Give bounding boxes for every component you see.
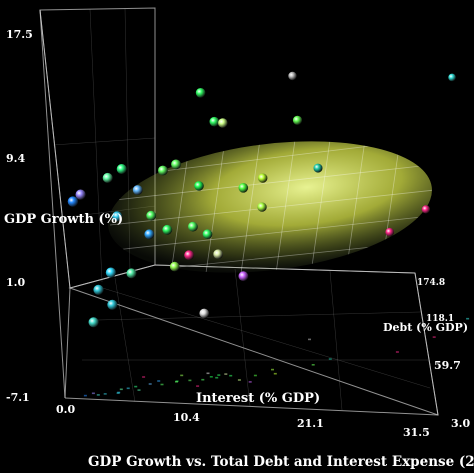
- data-point: [105, 267, 116, 278]
- data-point: [158, 165, 168, 176]
- floor-shadow: [328, 358, 332, 360]
- floor-shadow: [432, 336, 436, 338]
- y-tick: 17.5: [6, 28, 33, 41]
- data-point: [238, 183, 249, 193]
- data-point: [194, 181, 204, 191]
- z-tick: 3.0: [451, 417, 470, 430]
- data-point: [184, 250, 195, 261]
- floor-shadow: [273, 372, 277, 375]
- data-point: [102, 172, 113, 183]
- floor-shadow: [206, 372, 210, 375]
- data-point: [385, 227, 395, 237]
- floor-shadow: [237, 379, 241, 381]
- x-tick: 31.5: [403, 426, 430, 439]
- data-point: [238, 271, 249, 282]
- floor-shadow: [308, 338, 311, 341]
- chart-title: GDP Growth vs. Total Debt and Interest E…: [88, 454, 474, 470]
- floor-shadow: [134, 385, 138, 388]
- confidence-ellipsoid: [108, 139, 440, 281]
- data-point: [88, 317, 99, 328]
- y-axis-ticks: 17.5 9.4 1.0 -7.1: [6, 28, 33, 404]
- data-point: [169, 261, 180, 272]
- x-tick: 10.4: [173, 411, 200, 424]
- x-tick: 21.1: [297, 417, 324, 430]
- z-tick: 118.1: [426, 314, 454, 324]
- data-point: [257, 202, 267, 212]
- floor-shadow: [142, 376, 146, 378]
- data-point: [116, 164, 127, 174]
- data-point: [448, 73, 456, 82]
- data-point: [202, 229, 213, 239]
- z-axis-label: Debt (% GDP): [383, 321, 468, 334]
- y-tick: -7.1: [6, 391, 30, 404]
- floor-shadow: [157, 380, 161, 382]
- floor-shadow: [253, 374, 257, 377]
- y-tick: 9.4: [6, 152, 25, 165]
- floor-shadow: [466, 317, 470, 320]
- data-point: [195, 88, 206, 98]
- x-axis-label: Interest (% GDP): [196, 391, 320, 406]
- data-point: [67, 196, 79, 207]
- z-tick: 59.7: [434, 359, 461, 372]
- floor-shadow: [119, 388, 123, 391]
- data-point: [258, 173, 268, 183]
- floor-shadow: [196, 385, 200, 387]
- floor-shadow: [224, 373, 228, 375]
- data-point: [421, 205, 430, 214]
- floor-shadow: [180, 374, 184, 377]
- data-point: [112, 211, 123, 222]
- data-point: [292, 115, 303, 125]
- data-point: [213, 249, 223, 259]
- data-point: [93, 284, 104, 295]
- floor-shadow: [160, 383, 164, 386]
- z-axis-ticks: 3.0 59.7 118.1 174.8: [417, 278, 470, 430]
- data-point: [75, 189, 86, 200]
- floor-shadow: [96, 394, 100, 396]
- y-tick: 1.0: [6, 276, 25, 289]
- floor-shadow: [103, 393, 107, 395]
- floor-shadow: [175, 381, 178, 383]
- floor-shadow: [116, 392, 120, 394]
- y-axis-label: GDP Growth (%): [4, 212, 123, 227]
- data-point: [132, 185, 143, 195]
- data-point: [209, 116, 220, 127]
- z-tick: 174.8: [417, 278, 445, 288]
- floor-shadow: [188, 379, 192, 382]
- floor-shadow: [217, 374, 221, 376]
- floor-shadow: [137, 389, 141, 391]
- data-point: [107, 299, 118, 310]
- floor-shadow: [201, 378, 205, 381]
- data-point: [162, 224, 173, 235]
- floor-shadow: [229, 374, 233, 377]
- x-axis-ticks: 0.0 10.4 21.1 31.5: [56, 403, 430, 439]
- data-point: [171, 159, 181, 170]
- floor-shadow: [311, 364, 315, 366]
- data-point: [218, 118, 228, 128]
- floor-shadow: [83, 394, 87, 397]
- floor-shadow: [395, 351, 399, 353]
- data-point: [288, 71, 297, 81]
- floor-shadow: [209, 376, 213, 378]
- data-point: [144, 229, 155, 240]
- floor-shadow: [148, 383, 152, 385]
- floor-shadow: [248, 381, 252, 383]
- floor-shadow: [126, 387, 130, 390]
- floor-shadows: [83, 317, 470, 397]
- data-point: [126, 268, 137, 279]
- floor-shadow: [271, 368, 274, 371]
- data-point: [146, 210, 157, 221]
- floor-shadow: [91, 392, 95, 395]
- x-tick: 0.0: [56, 403, 75, 416]
- data-point: [199, 308, 209, 319]
- floor-shadow: [215, 376, 219, 379]
- data-point: [313, 163, 323, 173]
- data-point: [188, 221, 198, 232]
- data-points: [67, 71, 456, 328]
